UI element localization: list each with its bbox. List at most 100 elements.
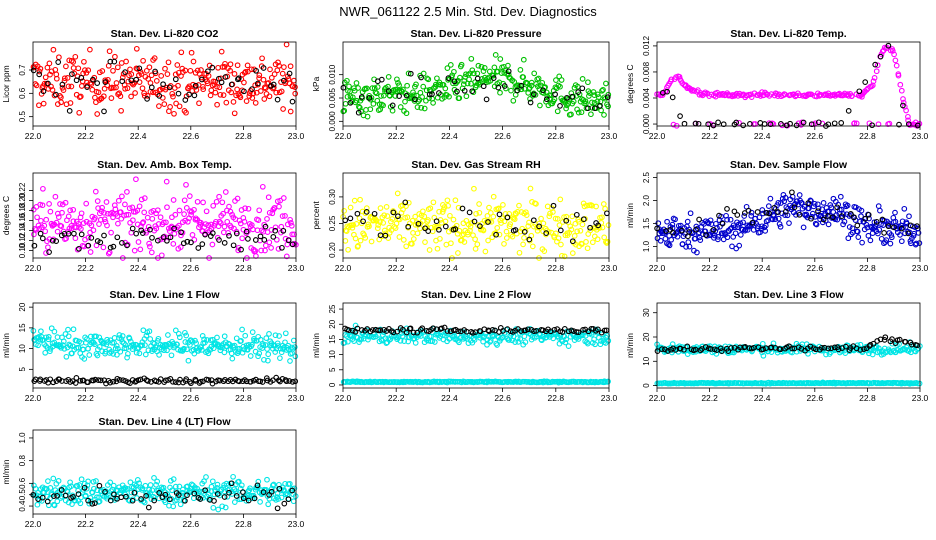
data-point [75,220,82,227]
data-point [102,489,108,495]
data-point [156,93,163,99]
y-axis-label: degrees C [1,196,11,235]
data-point [468,55,475,62]
data-point [76,482,83,488]
data-point [484,213,491,219]
data-point [56,54,62,61]
data-point [557,103,563,109]
data-point [356,103,362,110]
data-point [657,237,664,244]
data-point [191,490,198,497]
data-point [165,59,172,66]
data-point [220,92,227,98]
data-point [289,231,296,238]
data-point [191,206,197,213]
data-point [518,82,525,89]
data-point [771,205,778,211]
data-point [760,346,766,353]
data-point [349,94,356,101]
data-point [214,83,220,90]
data-point [111,58,118,65]
data-point [243,378,250,385]
data-point [70,59,77,65]
data-point [396,82,402,89]
data-point [358,327,365,333]
data-point [525,223,532,229]
data-point [216,193,222,200]
data-point [156,103,162,109]
data-point [525,326,531,333]
data-point [252,237,259,243]
data-point [178,492,184,499]
data-point [445,75,452,81]
data-point [356,104,363,111]
data-point [517,336,524,342]
x-tick-label: 22.8 [235,519,252,529]
data-point [414,104,421,110]
data-point [110,490,116,497]
data-point [82,492,89,499]
data-point [731,224,738,231]
data-point [410,230,416,236]
data-point [687,210,694,217]
data-point [229,211,235,218]
y-tick-label: 0.30 [328,189,337,205]
data-point [512,339,518,345]
data-point [409,241,415,247]
data-point [402,98,408,105]
data-point [903,107,909,114]
data-point [439,209,446,215]
data-point [195,245,202,251]
data-point [462,379,469,386]
data-point [677,113,683,119]
data-point [209,64,216,71]
data-point [95,377,102,383]
data-point [575,329,582,336]
data-point [102,79,109,85]
data-point [866,380,873,386]
data-point [858,207,865,214]
data-point [160,219,167,226]
data-point [90,227,97,234]
data-point [741,213,748,219]
data-point [866,215,872,222]
data-point [369,327,376,333]
data-point [414,329,421,336]
data-point [574,228,581,235]
data-point [681,346,687,353]
data-point [419,94,425,100]
data-point [70,326,77,333]
data-point [446,93,452,100]
data-point [811,200,818,207]
data-point [277,355,283,361]
data-point [899,218,906,225]
data-point [78,476,85,483]
data-point [552,91,558,98]
data-point [351,197,358,204]
data-point [589,99,595,106]
data-point [36,102,42,109]
data-point [526,219,532,226]
data-point [97,377,104,384]
data-point [380,220,387,226]
data-point [424,75,430,82]
data-point [141,209,148,216]
data-point [341,208,347,214]
data-point [286,70,293,77]
data-point [210,202,217,209]
data-point [51,501,57,508]
data-point [604,94,611,101]
data-point [53,75,60,82]
data-point [576,218,582,225]
data-point [91,341,98,348]
data-point [355,243,361,249]
data-point [697,237,704,243]
data-point [222,74,229,80]
x-tick-label: 23.0 [601,263,618,273]
data-point [288,344,295,351]
data-point [775,199,782,206]
data-point [233,493,240,499]
data-point [182,217,188,224]
data-point [114,351,120,358]
data-point [164,71,171,77]
